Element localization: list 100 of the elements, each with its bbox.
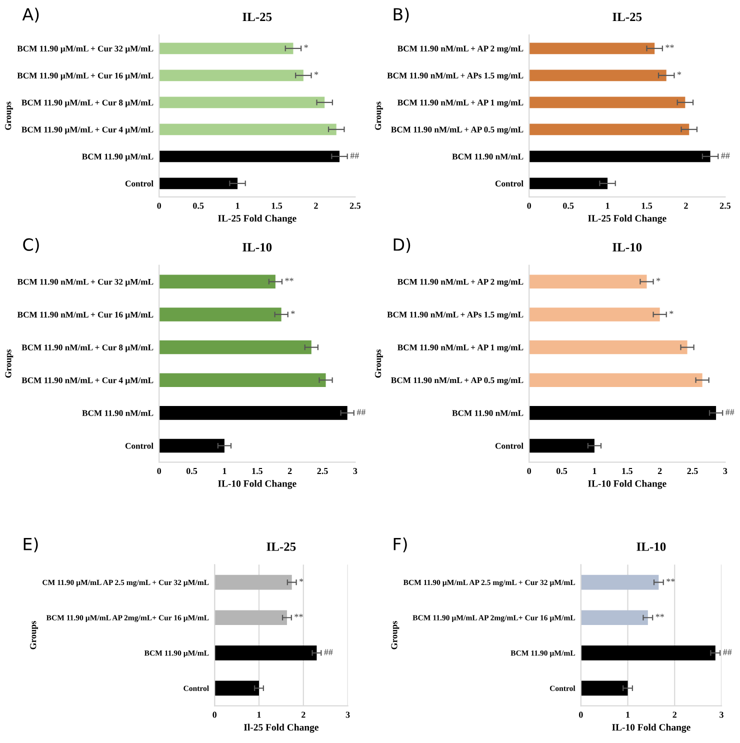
bar	[529, 96, 686, 108]
bar	[159, 308, 282, 322]
y-tick-label: BCM 11.90 µM/mL + Cur 8 µM/mL	[22, 100, 154, 108]
bar	[529, 150, 710, 162]
chart-title: IL-25	[266, 542, 296, 551]
y-axis-title: Groups	[375, 102, 383, 130]
bar	[159, 274, 276, 289]
text: D)	[394, 238, 410, 253]
bar	[214, 610, 287, 626]
x-tick-label: 2.5	[720, 202, 731, 209]
data-label: ##	[350, 152, 359, 159]
chart-title: IL-25	[612, 12, 642, 22]
x-tick-label: 2	[658, 468, 662, 474]
x-tick-label: 1.5	[252, 468, 262, 474]
x-axis-title: Il-25 Fold Change	[244, 724, 318, 733]
y-tick-label: BCM 11.90 nM/mL + AP 0.5 mg/mL	[391, 126, 524, 134]
chart-title: IL-10	[612, 243, 642, 252]
x-tick-label: 0	[212, 712, 217, 718]
bar	[529, 70, 666, 82]
y-tick-label: Control	[125, 442, 154, 449]
x-tick-label: 2	[302, 712, 306, 718]
x-tick-label: 0	[157, 468, 162, 474]
x-tick-label: 3	[723, 468, 728, 474]
data-label: *	[670, 310, 674, 314]
x-tick-label: 1	[236, 202, 240, 209]
x-tick-label: 0	[527, 202, 532, 209]
data-label: *	[291, 310, 295, 314]
x-tick-label: 2	[288, 468, 292, 474]
data-label: ##	[356, 409, 366, 416]
data-label: *	[304, 44, 308, 48]
x-tick-label: 3	[720, 712, 724, 718]
bar	[159, 124, 336, 136]
y-tick-label: BCM 11.90 nM/mL	[82, 410, 154, 416]
bar	[159, 150, 340, 162]
x-tick-label: 0.5	[563, 202, 574, 209]
x-tick-label: 2	[314, 202, 318, 209]
data-label: ##	[324, 649, 333, 656]
x-tick-label: 0.5	[186, 468, 198, 474]
data-label: **	[666, 578, 675, 582]
bar	[159, 42, 294, 54]
y-tick-label: BCM 11.90 µM/mL + Cur 32 µM/mL	[17, 46, 154, 54]
bar	[529, 308, 660, 322]
x-axis-title: IL-10 Fold Change	[588, 480, 666, 489]
x-tick-label: 1	[257, 712, 261, 718]
x-axis-title: IL-25 Fold Change	[218, 214, 296, 224]
bar	[214, 646, 317, 660]
x-tick-label: 3	[353, 468, 358, 474]
text: E)	[24, 537, 38, 552]
chart-title: IL-10	[636, 542, 666, 551]
x-axis-title: IL-25 Fold Change	[588, 214, 666, 224]
y-axis-title: Groups	[5, 349, 14, 378]
bar	[159, 340, 312, 354]
y-tick-label: BCM 11.90 µM/mL	[82, 154, 154, 162]
text: B)	[394, 8, 409, 23]
y-tick-label: Control	[495, 442, 524, 449]
bar	[580, 574, 659, 590]
x-tick-label: 0	[578, 712, 583, 718]
x-tick-label: 0.5	[193, 202, 204, 209]
x-tick-label: 3	[346, 712, 350, 718]
y-tick-label: BCM 11.90 nM/mL + AP 2 mg/mL	[397, 46, 524, 54]
y-tick-label: BCM 11.90 nM/mL + AP 1 mg/mL	[397, 100, 524, 108]
y-tick-label: BCM 11.90 nM/mL + APs 1.5 mg/mL	[387, 312, 524, 320]
data-label: *	[300, 578, 304, 582]
x-tick-label: 2	[672, 712, 676, 718]
data-label: **	[285, 278, 294, 282]
bar	[529, 438, 594, 453]
y-axis-title: Groups	[5, 102, 13, 130]
x-tick-label: 2	[684, 202, 688, 209]
bar	[159, 438, 224, 453]
y-axis-title: Groups	[391, 621, 400, 650]
x-tick-label: 0.5	[556, 468, 568, 474]
x-tick-label: 1.5	[272, 202, 282, 209]
bar	[214, 574, 292, 590]
x-tick-label: 2.5	[317, 468, 328, 474]
x-tick-label: 1	[222, 468, 226, 474]
data-label: **	[666, 44, 674, 48]
y-tick-label: BCM 11.90 nM/mL + AP 0.5 mg/mL	[391, 377, 524, 385]
text: F)	[394, 537, 407, 552]
data-label: **	[656, 614, 664, 618]
data-label: *	[314, 72, 318, 75]
bar	[580, 680, 628, 696]
bar	[580, 610, 648, 626]
bar	[214, 680, 259, 696]
bar	[580, 646, 716, 660]
y-tick-label: BCM 11.90 nM/mL + APs 1.5 mg/mL	[387, 72, 524, 80]
data-label: *	[677, 72, 682, 75]
bar	[159, 406, 348, 420]
y-axis-title: Groups	[375, 349, 383, 378]
data-label: **	[294, 614, 303, 618]
bar	[159, 178, 238, 190]
y-axis-title: Groups	[30, 621, 38, 650]
text: C)	[23, 238, 39, 253]
x-tick-label: 1	[592, 468, 596, 474]
bar	[529, 274, 647, 289]
bar	[529, 373, 702, 387]
x-tick-label: 1	[606, 202, 610, 209]
x-tick-label: 1.5	[642, 202, 652, 209]
x-tick-label: 2.5	[350, 202, 361, 209]
y-tick-label: BCM 11.90 nM/mL + AP 2 mg/mL	[397, 278, 524, 287]
bar	[529, 178, 608, 190]
